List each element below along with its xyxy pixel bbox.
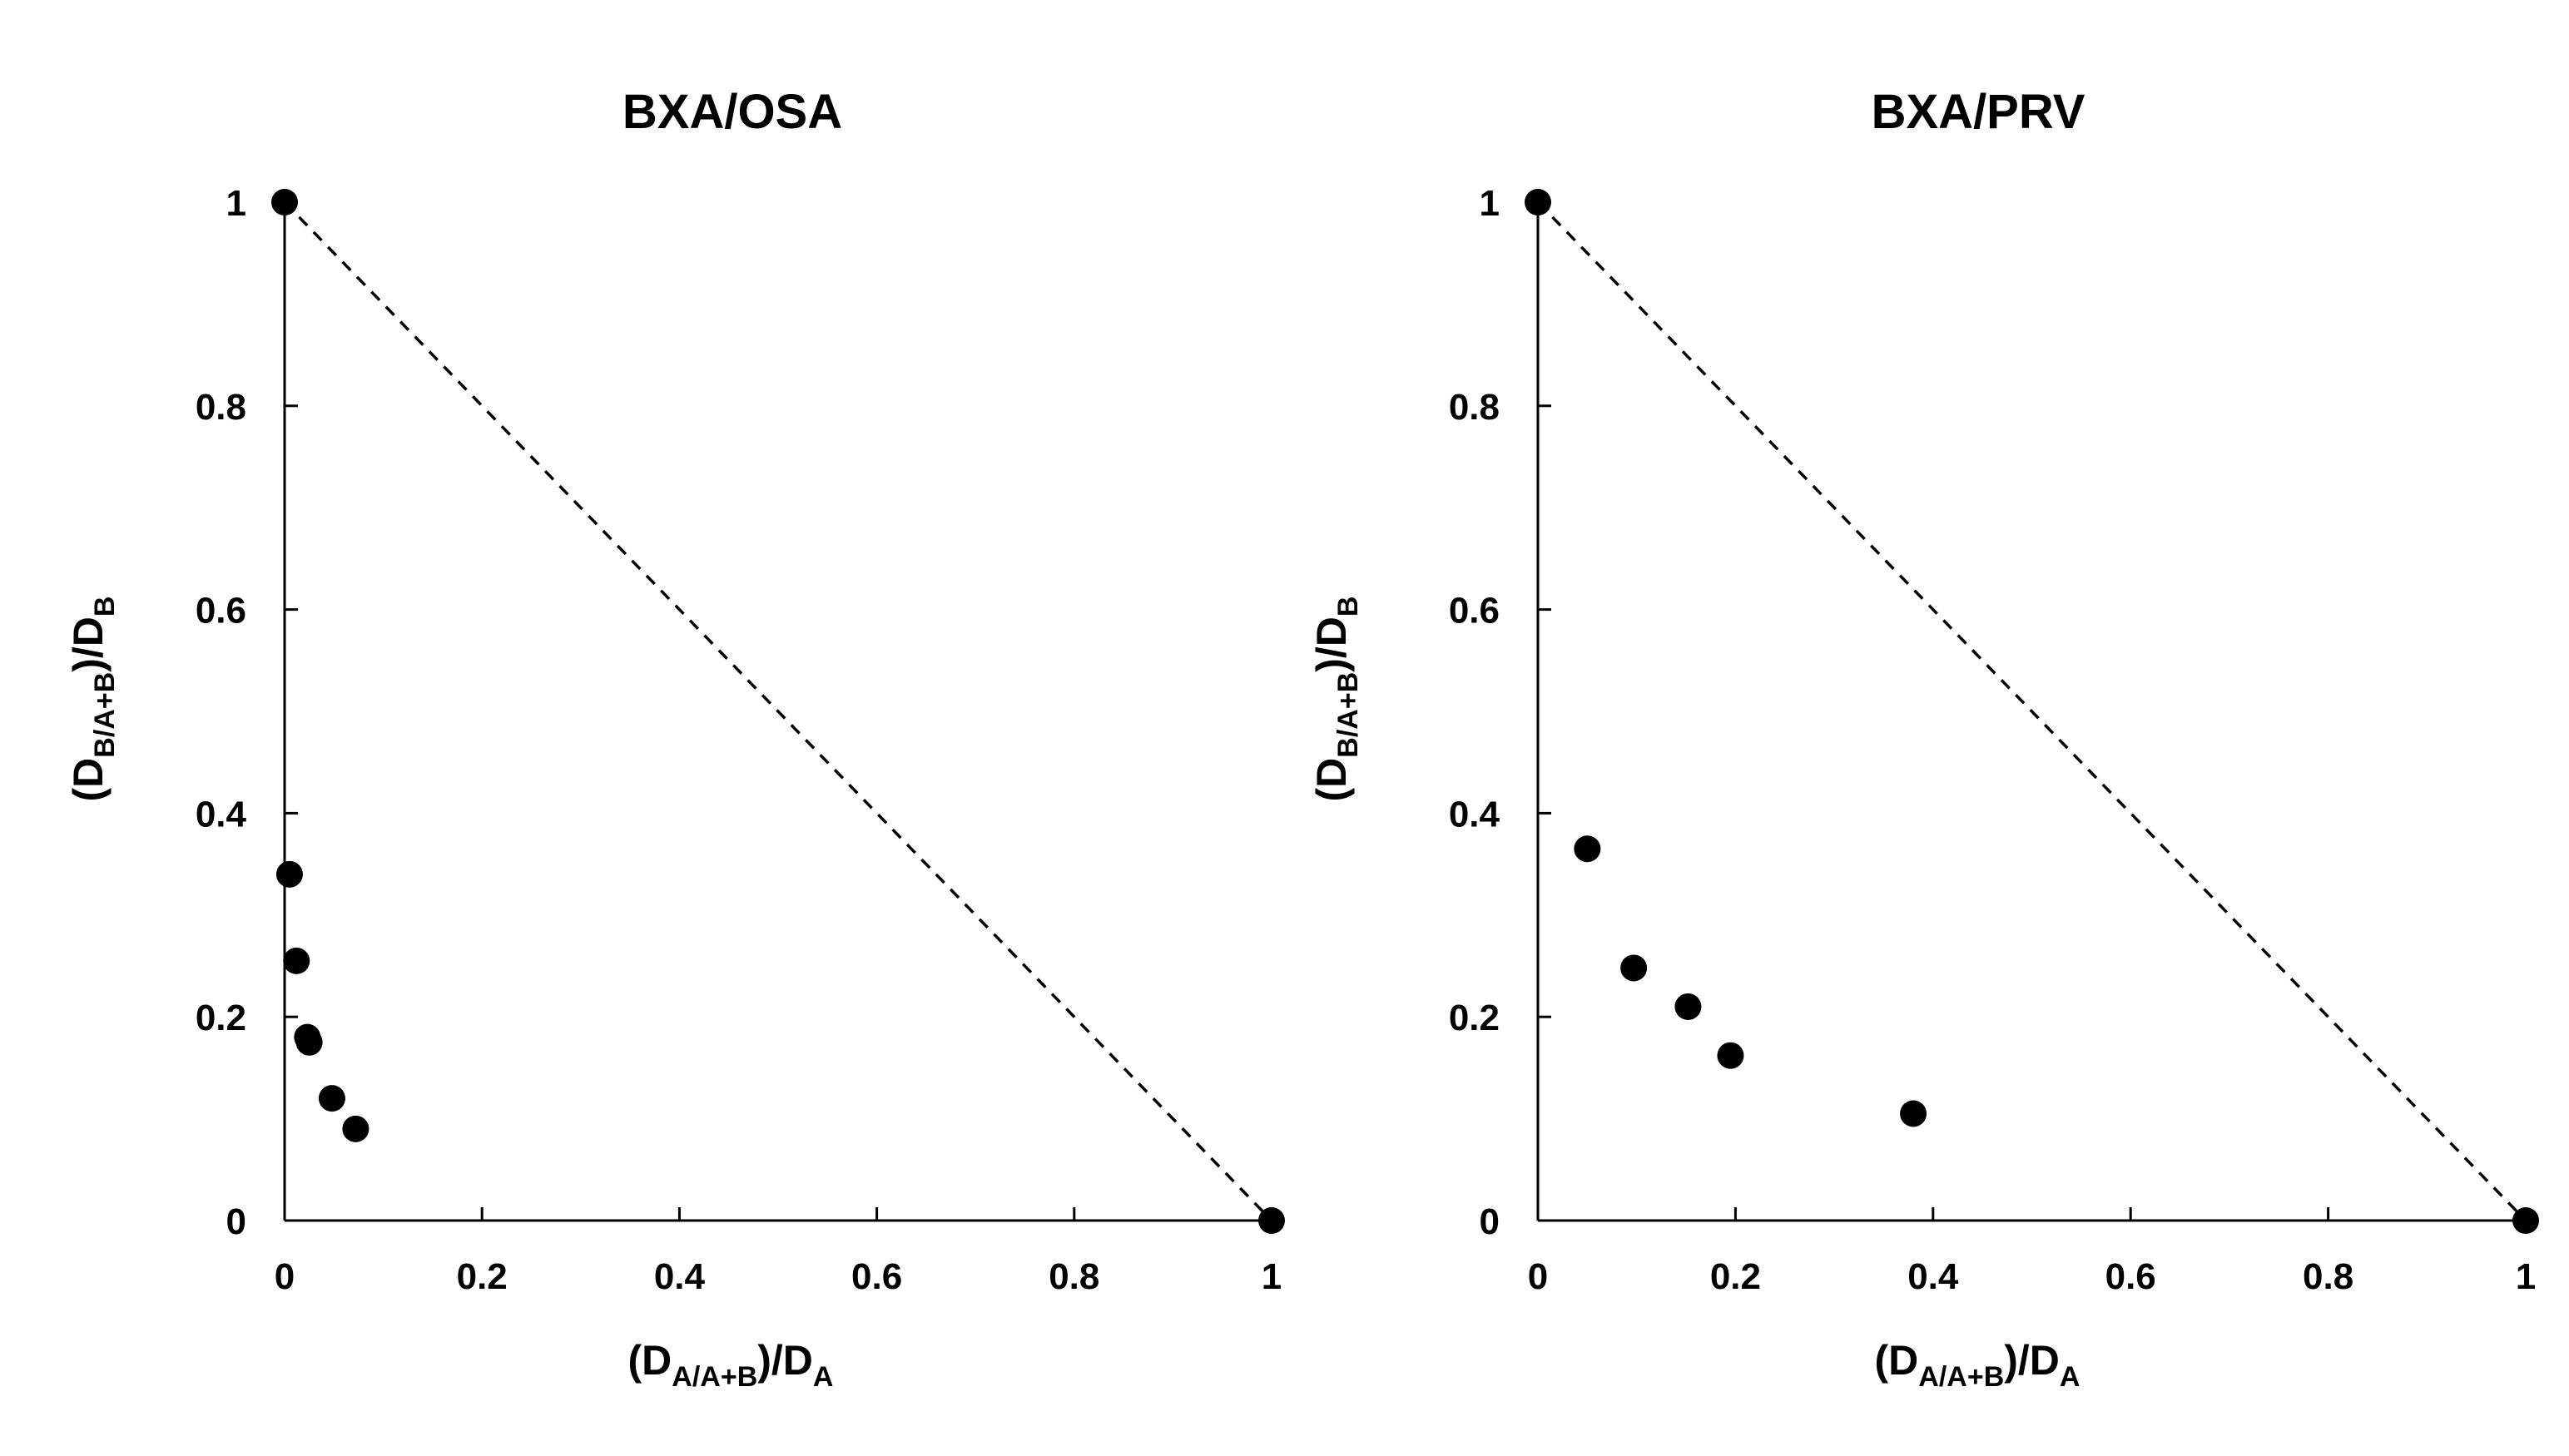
x-axis-title-sub: A/A+B bbox=[672, 1361, 758, 1393]
x-axis-title-prefix: (D bbox=[627, 1337, 672, 1384]
data-point bbox=[1717, 1042, 1744, 1069]
data-point bbox=[1900, 1100, 1927, 1127]
y-axis-title-sub: B/A+B bbox=[89, 671, 121, 758]
panel-title-right: BXA/PRV bbox=[1871, 85, 2085, 139]
x-tick-label: 0.6 bbox=[2105, 1256, 2156, 1297]
reference-line bbox=[1536, 201, 2527, 1222]
x-tick-label: 0.4 bbox=[1907, 1256, 1959, 1297]
data-point bbox=[1620, 954, 1648, 982]
x-tick-label: 1 bbox=[1262, 1256, 1282, 1297]
x-tick-label: 1 bbox=[2516, 1256, 2536, 1297]
scatter-plot-right: 0 0.2 0.4 0.6 0.8 1 0 0.2 0.4 0.6 0.8 1 bbox=[1449, 183, 2539, 1297]
data-point bbox=[295, 1028, 323, 1056]
y-axis-title-right: (DB/A+B)/DB bbox=[1308, 596, 1364, 802]
x-tick-label: 0.4 bbox=[654, 1256, 706, 1297]
y-tick-label: 0.4 bbox=[1449, 794, 1500, 834]
y-axis-title-suffix: )/D bbox=[65, 617, 112, 672]
data-point bbox=[2512, 1207, 2539, 1234]
x-axis-title-left: (DA/A+B)/DA bbox=[628, 1340, 834, 1391]
x-tick-label: 0 bbox=[275, 1256, 295, 1297]
x-tick-label: 0 bbox=[1528, 1256, 1548, 1297]
y-axis-title-suffix: )/D bbox=[1308, 617, 1355, 672]
data-point bbox=[275, 860, 303, 888]
y-tick-label: 0 bbox=[226, 1201, 246, 1242]
y-tick-label: 0.6 bbox=[1449, 591, 1500, 631]
x-axis-title-sub2: A bbox=[812, 1361, 834, 1393]
y-tick-label: 0.8 bbox=[196, 387, 246, 428]
y-axis-title-left: (DB/A+B)/DB bbox=[65, 596, 121, 802]
y-tick-label: 0.6 bbox=[196, 591, 246, 631]
x-axis-title-prefix: (D bbox=[1874, 1337, 1919, 1384]
data-point bbox=[1674, 993, 1702, 1020]
data-point bbox=[342, 1115, 369, 1142]
y-tick-label: 1 bbox=[1480, 183, 1500, 224]
x-axis-title-suffix: )/D bbox=[2004, 1337, 2060, 1384]
data-point bbox=[283, 947, 310, 974]
panel-title-left: BXA/OSA bbox=[622, 85, 843, 139]
y-tick-label: 0.2 bbox=[1449, 998, 1500, 1038]
x-axis-title-suffix: )/D bbox=[757, 1337, 813, 1384]
y-tick-label: 0.4 bbox=[196, 794, 247, 834]
scatter-plot-left: 0 0.2 0.4 0.6 0.8 1 0 0.2 0.4 0.6 0.8 1 bbox=[196, 183, 1285, 1297]
data-point bbox=[271, 189, 298, 215]
reference-line bbox=[283, 201, 1273, 1222]
x-tick-label: 0.2 bbox=[1710, 1256, 1761, 1297]
y-tick-label: 0 bbox=[1480, 1201, 1500, 1242]
y-axis-title-sub2: B bbox=[89, 596, 121, 617]
data-point bbox=[1574, 835, 1601, 863]
x-tick-label: 0.8 bbox=[1049, 1256, 1099, 1297]
x-axis-title-right: (DA/A+B)/DA bbox=[1875, 1340, 2080, 1391]
data-point bbox=[1525, 189, 1551, 215]
y-tick-label: 0.2 bbox=[196, 998, 246, 1038]
x-axis-title-sub: A/A+B bbox=[1918, 1361, 2005, 1393]
y-axis-title-sub: B/A+B bbox=[1332, 671, 1364, 758]
y-axis-title-prefix: (D bbox=[65, 757, 112, 802]
y-tick-label: 0.8 bbox=[1449, 387, 1500, 428]
data-point bbox=[1258, 1207, 1285, 1234]
x-axis-title-sub2: A bbox=[2059, 1361, 2080, 1393]
y-axis-title-sub2: B bbox=[1332, 596, 1364, 617]
data-point bbox=[318, 1085, 345, 1112]
x-tick-label: 0.6 bbox=[851, 1256, 902, 1297]
x-tick-label: 0.8 bbox=[2303, 1256, 2353, 1297]
x-tick-label: 0.2 bbox=[457, 1256, 508, 1297]
y-tick-label: 1 bbox=[226, 183, 246, 224]
y-axis-title-prefix: (D bbox=[1308, 757, 1355, 802]
